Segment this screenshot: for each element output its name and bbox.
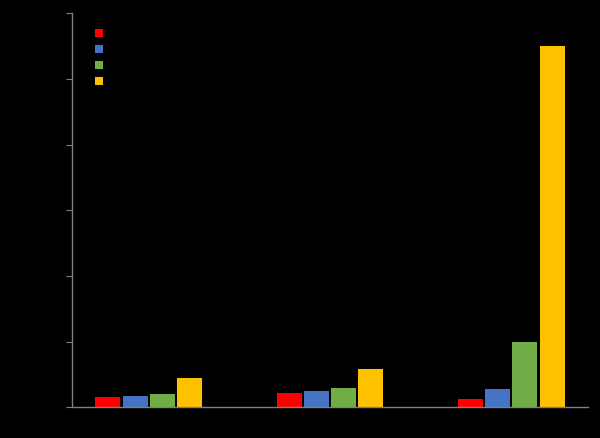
Bar bbox=[304, 391, 329, 407]
Bar bbox=[277, 393, 302, 407]
Bar bbox=[485, 389, 510, 407]
Bar bbox=[458, 399, 483, 407]
Bar bbox=[539, 46, 565, 407]
Bar bbox=[177, 378, 202, 407]
Bar bbox=[358, 369, 383, 407]
Bar bbox=[95, 398, 121, 407]
Bar bbox=[512, 342, 538, 407]
Bar bbox=[122, 396, 148, 407]
Bar bbox=[331, 388, 356, 407]
Legend: , , , : , , , bbox=[93, 27, 109, 89]
Bar bbox=[150, 394, 175, 407]
